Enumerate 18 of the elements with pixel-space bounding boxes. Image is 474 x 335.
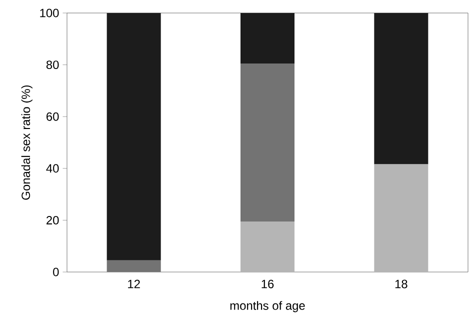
x-axis-title: months of age (230, 301, 305, 312)
bar (374, 12, 428, 164)
bar (240, 64, 295, 222)
bar (240, 12, 295, 64)
x-tick-label: 16 (262, 280, 274, 288)
bar (106, 12, 161, 260)
y-tick-label: 0 (53, 268, 59, 276)
y-tick-label: 40 (46, 164, 59, 173)
x-tick-label: 12 (128, 280, 140, 288)
y-tick-label: 60 (46, 112, 59, 121)
y-tick-label: 100 (40, 8, 59, 18)
y-axis-title: Gonadal sex ratio (%) (21, 85, 32, 200)
y-tick-label: 20 (46, 216, 59, 224)
bar (240, 221, 295, 272)
y-tick-label: 80 (46, 60, 59, 70)
x-tick-label: 18 (395, 280, 408, 288)
bar (106, 260, 161, 272)
bar (374, 164, 428, 272)
